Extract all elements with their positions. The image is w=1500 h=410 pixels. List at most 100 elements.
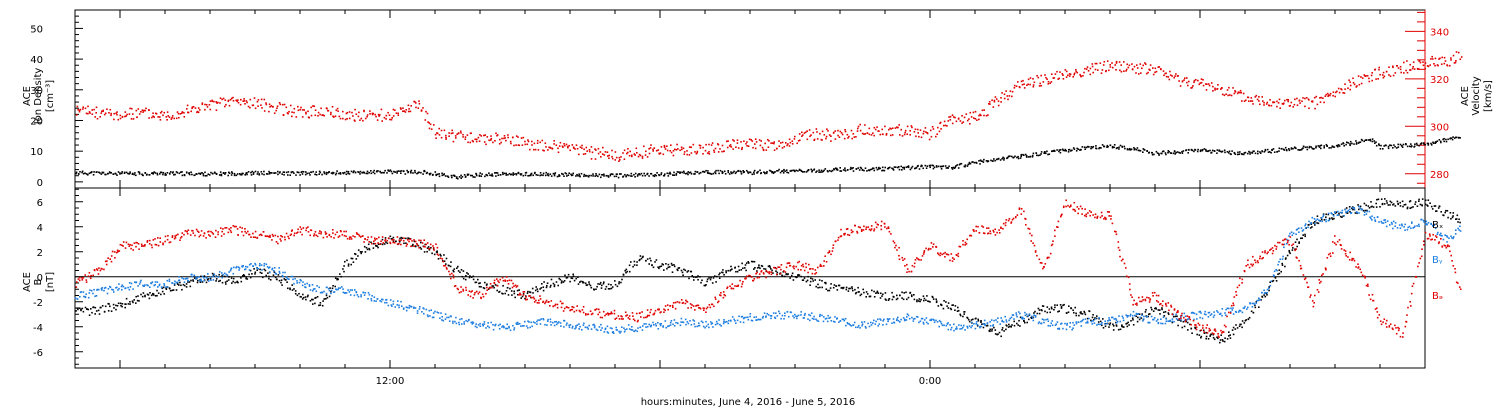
by-series-point — [639, 326, 642, 328]
by-series-point — [487, 322, 489, 324]
velocity-series-point — [770, 142, 772, 144]
velocity-series-point — [544, 142, 547, 144]
by-series-point — [321, 291, 324, 294]
by-series-point — [861, 323, 864, 325]
velocity-series-point — [397, 114, 400, 116]
bx-series-point — [196, 281, 199, 284]
by-series-point — [1279, 258, 1281, 261]
density-series-point — [1355, 142, 1358, 144]
density-series-point — [952, 166, 955, 169]
velocity-series-point — [1245, 99, 1247, 102]
velocity-series-point — [662, 153, 665, 156]
by-series-point — [349, 289, 352, 291]
velocity-series-point — [1186, 81, 1188, 84]
by-series-point — [593, 325, 596, 327]
bx-series-point — [543, 281, 545, 283]
density-series-point — [1142, 151, 1144, 153]
velocity-series-point — [976, 119, 978, 121]
velocity-series-point — [1039, 82, 1041, 85]
by-series-point — [265, 263, 268, 266]
velocity-series-point — [714, 147, 717, 150]
density-series-point — [210, 171, 212, 174]
density-series-point — [1358, 141, 1361, 144]
bx-series-point — [405, 237, 407, 240]
by-series-point — [1009, 317, 1011, 320]
by-series-point — [432, 316, 435, 319]
bx-series-point — [1314, 221, 1316, 223]
bx-series-point — [589, 284, 592, 287]
density-series-point — [1297, 149, 1299, 151]
bx-series-point — [1198, 334, 1201, 336]
bx-series-point — [1316, 222, 1318, 224]
density-series-point — [156, 173, 159, 176]
bx-series-point — [1102, 327, 1105, 329]
density-series-point — [1424, 143, 1426, 146]
bx-series-point — [1080, 311, 1082, 313]
by-series-point — [490, 321, 492, 324]
density-series-point — [742, 170, 744, 172]
by-series-point — [920, 317, 923, 320]
bx-series-point — [725, 270, 727, 272]
by-series-point — [474, 325, 477, 328]
density-series-point — [186, 172, 188, 174]
by-series-point — [423, 307, 425, 310]
velocity-series-point — [474, 138, 476, 141]
density-series-point — [844, 170, 847, 172]
density-series-point — [141, 173, 143, 176]
velocity-series-point — [591, 151, 594, 154]
velocity-series-point — [517, 136, 519, 138]
bx-series-point — [697, 278, 699, 281]
velocity-series-point — [994, 96, 997, 98]
by-series-point — [1258, 297, 1260, 299]
velocity-series-point — [1329, 92, 1332, 95]
by-series-point — [950, 328, 952, 331]
bx-series-point — [567, 273, 570, 276]
bx-series-point — [1455, 218, 1458, 220]
by-series-point — [512, 324, 514, 327]
by-series-point — [394, 306, 396, 308]
by-series-point — [244, 268, 246, 271]
density-series-point — [714, 172, 717, 175]
by-series-point — [213, 273, 216, 276]
density-series-point — [892, 168, 894, 170]
by-series-point — [419, 306, 421, 308]
by-series-point — [1139, 316, 1142, 319]
density-series-point — [1048, 153, 1051, 155]
by-series-point — [724, 321, 727, 323]
by-series-point — [956, 328, 958, 330]
density-series-point — [512, 174, 514, 176]
density-series-point — [675, 173, 678, 175]
density-series-point — [1293, 146, 1296, 148]
density-series-point — [1286, 149, 1288, 152]
density-series-point — [828, 169, 831, 172]
velocity-series-point — [638, 153, 641, 156]
bx-series-point — [582, 281, 584, 284]
density-series-point — [1249, 153, 1251, 155]
bx-series-point — [666, 267, 668, 270]
density-series-point — [983, 158, 985, 161]
velocity-series-point — [372, 112, 374, 115]
by-series-point — [444, 318, 447, 320]
density-series-point — [231, 172, 234, 174]
density-series-point — [1323, 146, 1325, 149]
by-series-point — [1193, 312, 1196, 315]
density-series-point — [343, 171, 346, 174]
bx-series-point — [144, 295, 146, 298]
density-series-point — [575, 175, 577, 177]
bx-series-point — [1354, 212, 1357, 214]
bx-series-point — [792, 279, 795, 281]
density-series-point — [1007, 155, 1010, 158]
velocity-series-point — [383, 116, 386, 119]
density-series-point — [1013, 156, 1015, 159]
by-series-point — [252, 265, 254, 267]
bx-series-point — [596, 285, 598, 288]
velocity-series-point — [407, 104, 410, 107]
bx-series-point — [588, 283, 591, 285]
density-series-point — [910, 167, 913, 169]
bx-series-point — [185, 286, 188, 288]
bx-series-point — [1252, 311, 1255, 314]
density-series-point — [301, 170, 303, 173]
bx-series-point — [309, 300, 312, 302]
density-series-point — [81, 171, 83, 174]
by-series-point — [579, 325, 581, 328]
